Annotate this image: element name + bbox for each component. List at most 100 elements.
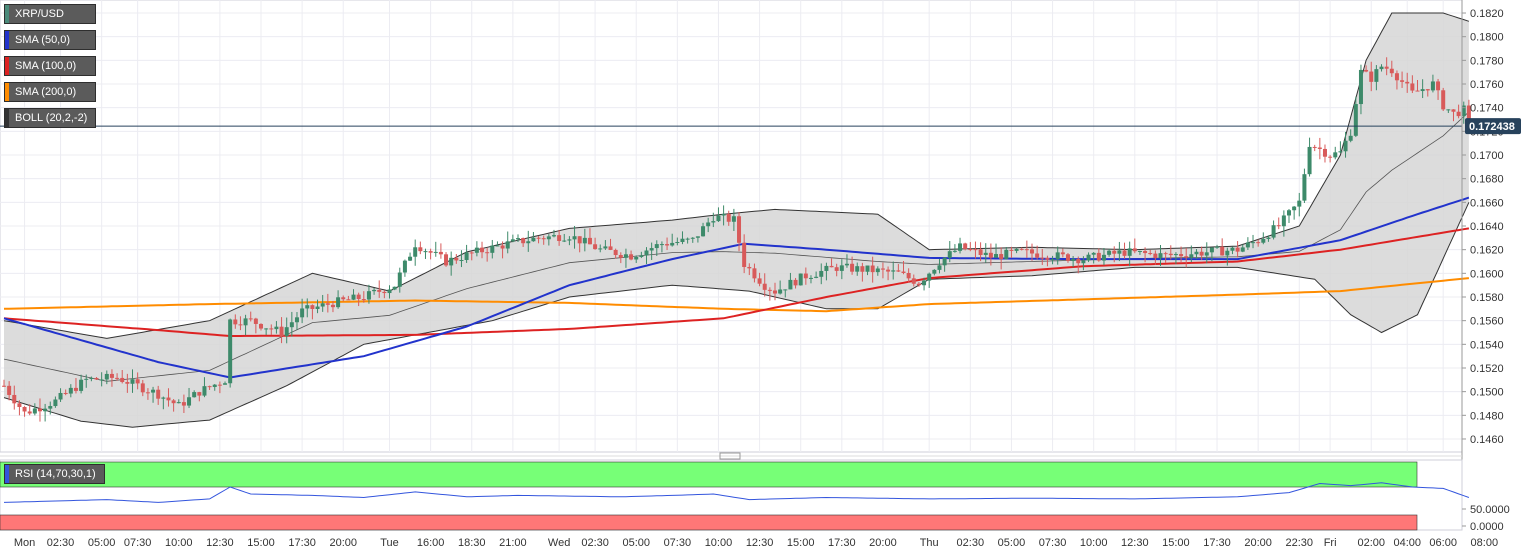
x-tick-label: Wed — [548, 537, 570, 549]
candle-body — [351, 294, 356, 300]
candle-body — [305, 305, 310, 309]
candle-body — [999, 254, 1004, 260]
legend-label-sma-200: SMA (200,0) — [15, 86, 77, 98]
candle-body — [577, 236, 582, 244]
candle-body — [963, 243, 968, 250]
legend-swatch-xrp-usd — [5, 5, 9, 23]
candle-body — [680, 238, 685, 243]
candle-body — [952, 250, 957, 252]
candle-body — [1060, 252, 1065, 255]
candle-body — [382, 291, 387, 294]
candle-body — [773, 290, 777, 294]
candle-body — [932, 269, 937, 274]
y-tick-label: 0.1640 — [1470, 221, 1504, 233]
legend-item-boll[interactable]: BOLL (20,2,-2) — [4, 108, 97, 128]
candle-body — [1225, 250, 1230, 256]
legend-item-xrp-usd[interactable]: XRP/USD — [4, 4, 97, 24]
candle-body — [341, 297, 346, 300]
candle-body — [695, 236, 700, 238]
candle-body — [1127, 248, 1132, 256]
candle-body — [480, 247, 485, 253]
candle-body — [654, 244, 659, 249]
candle-body — [1096, 252, 1101, 261]
candle-body — [994, 254, 999, 258]
x-tick-label: 15:00 — [247, 537, 275, 549]
candle-body — [418, 247, 423, 252]
candle-body — [1045, 257, 1050, 260]
candle-body — [1143, 250, 1148, 254]
candle-body — [336, 297, 341, 308]
legend-label-sma-50: SMA (50,0) — [15, 34, 71, 46]
candle-body — [433, 251, 438, 253]
legend-swatch-sma-200 — [5, 83, 9, 101]
candle-body — [526, 241, 531, 244]
rsi-legend-item[interactable]: RSI (14,70,30,1) — [4, 464, 105, 484]
y-tick-label: 0.1660 — [1470, 197, 1504, 209]
candle-body — [53, 399, 58, 407]
candle-body — [659, 244, 664, 246]
candle-body — [37, 408, 42, 412]
candle-body — [531, 237, 536, 242]
x-tick-label: 12:30 — [206, 537, 234, 549]
candle-body — [1076, 258, 1081, 264]
candle-body — [1040, 257, 1045, 259]
y-tick-label: 0.1760 — [1470, 79, 1504, 91]
legend-swatch-sma-50 — [5, 31, 9, 49]
candle-body — [814, 276, 819, 278]
candle-body — [1389, 68, 1394, 74]
boll-band-fill — [4, 13, 1469, 428]
candle-body — [911, 278, 916, 284]
candle-body — [1271, 225, 1276, 238]
candle-body — [819, 270, 824, 277]
legend-item-sma-200[interactable]: SMA (200,0) — [4, 82, 97, 102]
candle-body — [1430, 81, 1435, 91]
candle-body — [1014, 248, 1019, 251]
x-tick-label: 05:00 — [88, 537, 116, 549]
candle-body — [793, 279, 798, 286]
candle-body — [197, 392, 202, 396]
candle-body — [1065, 254, 1070, 261]
x-tick-label: 17:30 — [828, 537, 856, 549]
candle-body — [377, 289, 382, 292]
candle-body — [99, 379, 104, 381]
candle-body — [618, 255, 623, 258]
candle-body — [104, 373, 109, 380]
rsi-legend-label: RSI (14,70,30,1) — [15, 468, 96, 480]
candle-body — [860, 266, 865, 272]
x-tick-label: 20:00 — [329, 537, 357, 549]
candle-body — [896, 270, 901, 272]
candle-body — [289, 322, 294, 328]
candle-body — [701, 226, 706, 237]
candle-body — [1086, 254, 1091, 261]
candle-body — [582, 237, 587, 244]
x-tick-label: 22:30 — [1286, 537, 1314, 549]
y-tick-label: 0.1800 — [1470, 32, 1504, 44]
candle-body — [927, 273, 932, 281]
candle-body — [649, 248, 654, 251]
candle-body — [284, 327, 289, 337]
candle-body — [510, 239, 515, 242]
legend-item-sma-50[interactable]: SMA (50,0) — [4, 30, 97, 50]
candle-body — [212, 384, 217, 387]
legend-item-sma-100[interactable]: SMA (100,0) — [4, 56, 97, 76]
y-tick-label: 0.1500 — [1470, 387, 1504, 399]
rsi-oversold-zone — [0, 514, 1418, 531]
candle-body — [1456, 111, 1461, 117]
resize-handle-icon[interactable] — [719, 452, 741, 460]
candle-body — [474, 247, 479, 253]
candle-body — [747, 266, 752, 269]
candle-body — [1466, 105, 1471, 123]
candle-body — [870, 265, 875, 273]
candle-body — [115, 377, 120, 379]
candle-body — [207, 386, 212, 388]
candle-body — [1107, 250, 1112, 255]
boll-lower-line — [3, 202, 1470, 428]
last-price-label: 0.172438 — [1469, 121, 1515, 133]
candle-body — [243, 318, 248, 326]
candle-body — [865, 265, 870, 272]
x-tick-label: 12:30 — [746, 537, 774, 549]
candle-body — [1189, 254, 1194, 258]
candle-body — [1117, 250, 1122, 254]
candle-body — [1137, 250, 1142, 252]
